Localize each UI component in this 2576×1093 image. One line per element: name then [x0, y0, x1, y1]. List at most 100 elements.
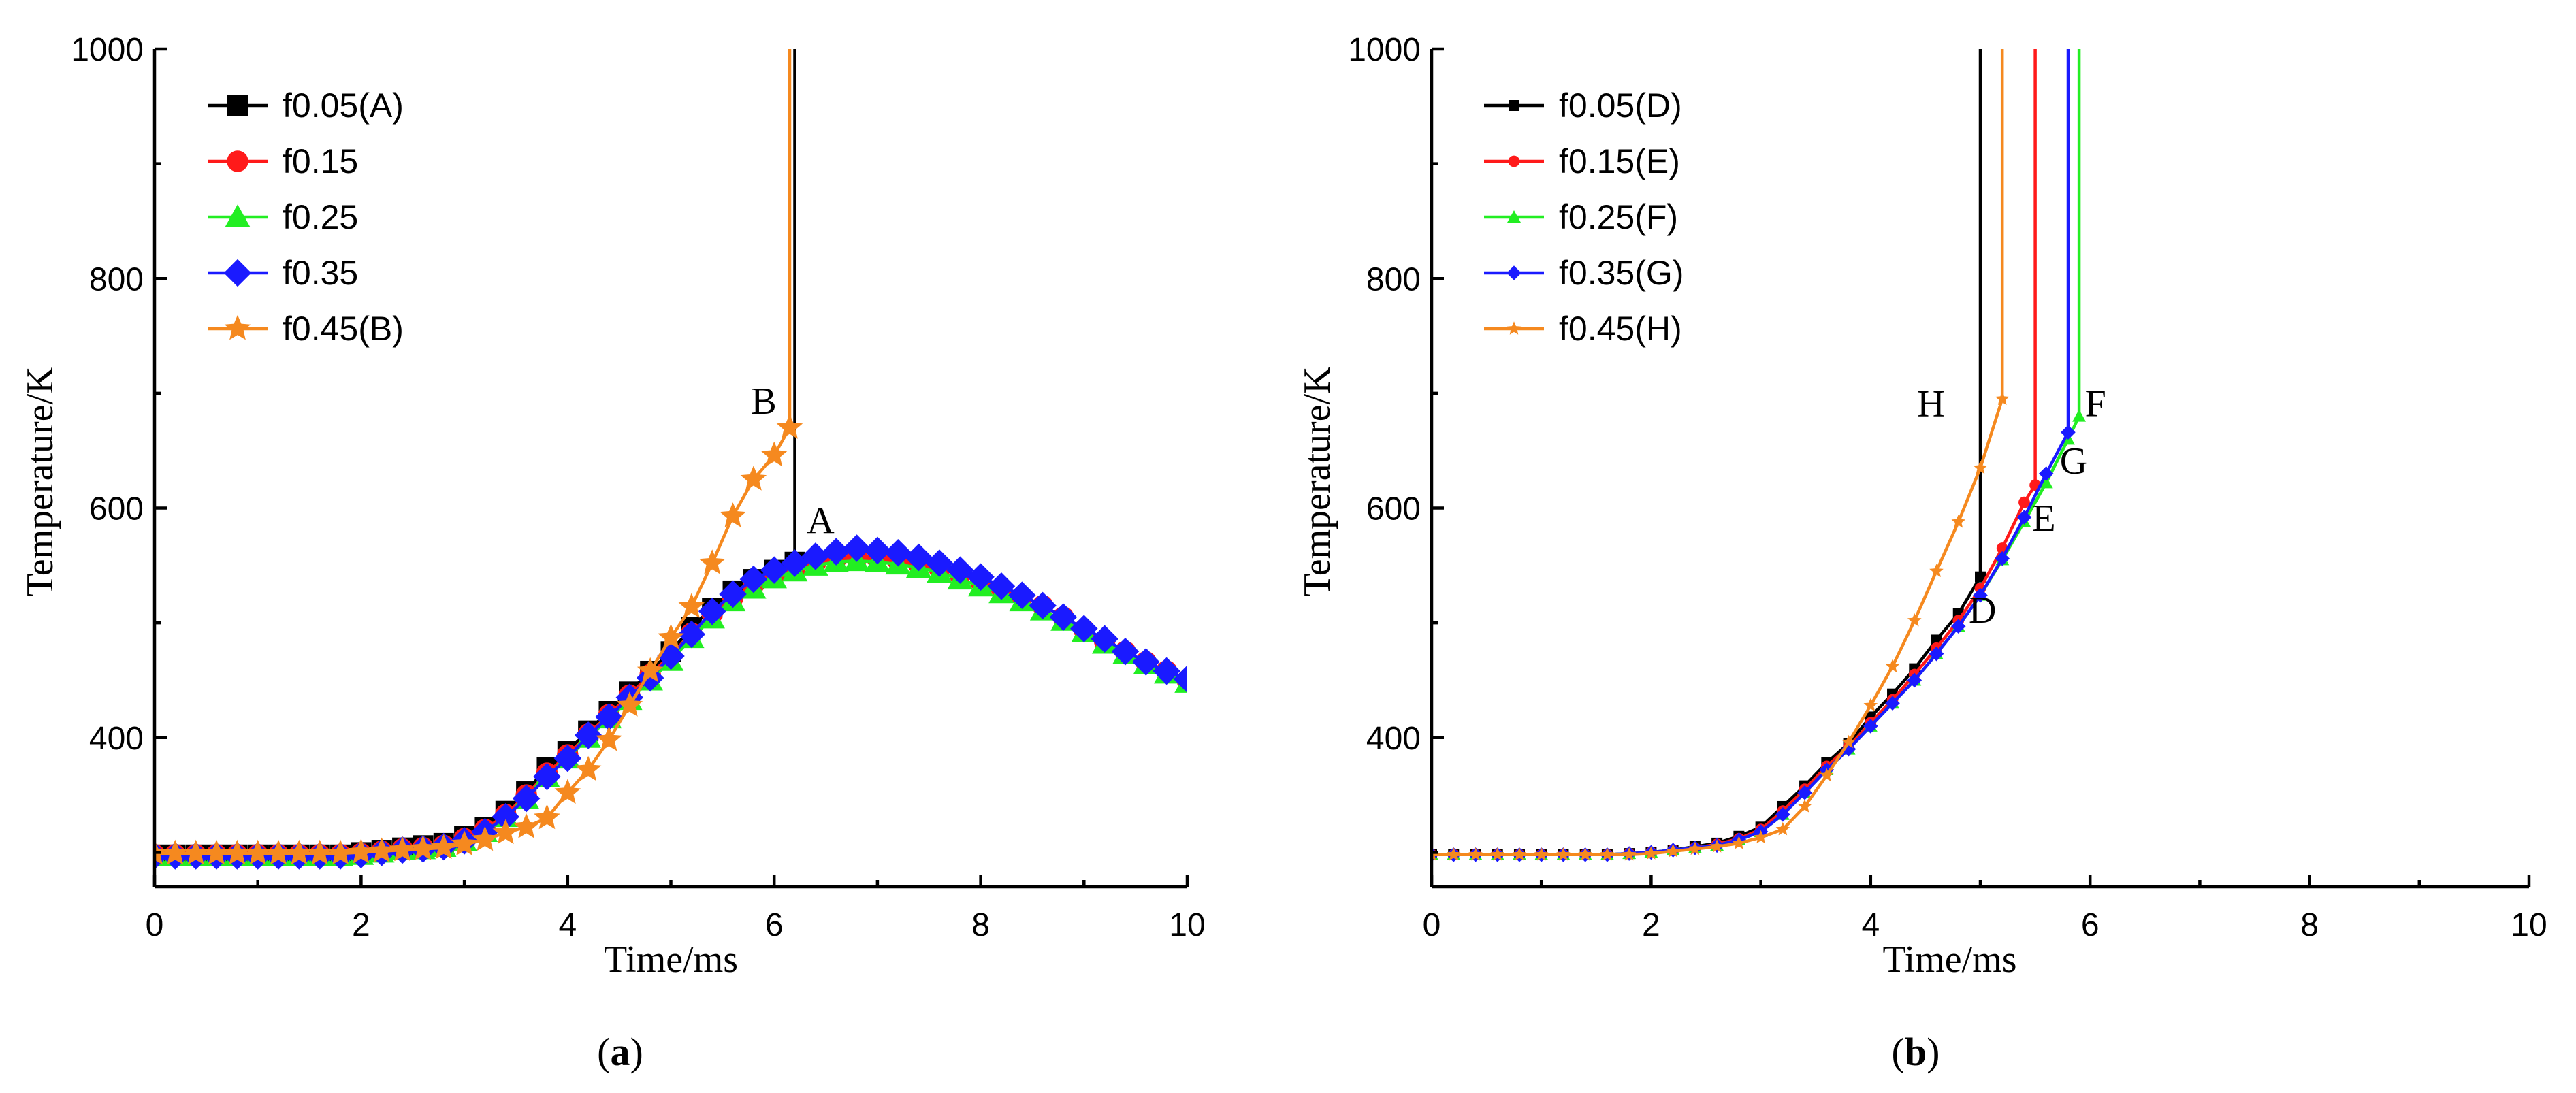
data-point [1029, 591, 1057, 620]
data-point [1091, 625, 1118, 653]
data-point [430, 834, 457, 859]
data-point [678, 593, 705, 618]
data-point [822, 538, 850, 566]
chart-panel-b: 0 2 4 6 8 10 400 600 800 1000 Time/ms Temperature/K… [1296, 32, 2547, 1074]
data-point [987, 572, 1016, 600]
data-point [327, 839, 354, 865]
legend-marker [1507, 265, 1522, 280]
annotation-label: H [1917, 383, 1944, 425]
chart-panel-a: 0 2 4 6 8 10 400 600 800 1000 Time/ms Temperature/K… [19, 32, 1206, 1074]
data-point [843, 534, 871, 562]
caption-letter: b [1905, 1030, 1927, 1074]
series-line [155, 49, 792, 855]
x-tick-label: 4 [1861, 907, 1880, 943]
data-point [512, 784, 541, 813]
legend-label: f0.35 [283, 254, 358, 292]
data-point [739, 565, 768, 593]
data-point [719, 580, 747, 608]
y-tick-label: 800 [89, 261, 144, 297]
y-tick-label: 600 [1366, 491, 1421, 527]
data-point [1008, 581, 1036, 609]
data-point [1754, 830, 1768, 844]
data-point [1929, 564, 1944, 577]
legend-label: f0.45(H) [1559, 310, 1682, 348]
data-point [1973, 587, 1988, 603]
legend-marker [227, 150, 248, 172]
data-point [1666, 843, 1680, 858]
data-point [698, 598, 726, 625]
x-axis-label: Time/ms [1882, 939, 2016, 981]
caption-letter: a [611, 1030, 630, 1074]
data-point [1049, 603, 1078, 631]
annotation-label: B [751, 380, 776, 423]
data-point [1490, 847, 1504, 861]
data-point [1863, 698, 1878, 712]
data-point [1600, 847, 1615, 861]
data-point [1512, 847, 1527, 861]
annotation-label: D [1969, 589, 1996, 632]
series-line [1432, 49, 2070, 857]
x-tick-label: 4 [558, 907, 577, 943]
y-axis-label: Temperature/K [19, 366, 61, 596]
data-point [472, 826, 498, 851]
series-line [1432, 49, 1982, 857]
legend-label: f0.05(A) [283, 86, 404, 125]
legend-label: f0.25(F) [1559, 198, 1678, 236]
y-tick-label: 1000 [71, 32, 144, 68]
data-point [451, 830, 478, 855]
legend-label: f0.25 [283, 198, 358, 236]
data-point [306, 839, 333, 865]
data-point [863, 536, 892, 565]
x-tick-label: 0 [1423, 907, 1441, 943]
data-point [1644, 846, 1658, 860]
data-point [574, 721, 602, 749]
y-tick-label: 400 [1366, 721, 1421, 757]
data-point [224, 839, 251, 865]
legend-label: f0.15 [283, 142, 358, 180]
data-point [1709, 839, 1724, 853]
data-point [1732, 836, 1746, 849]
x-tick-label: 8 [971, 907, 990, 943]
data-point [760, 441, 788, 467]
y-axis-label: Temperature/K [1296, 366, 1338, 596]
x-tick-label: 2 [1642, 907, 1660, 943]
data-point [1688, 841, 1703, 855]
data-point [1556, 847, 1571, 861]
data-point [368, 837, 395, 863]
data-point [967, 563, 995, 591]
data-point [1578, 847, 1592, 861]
legend-label: f0.05(D) [1559, 86, 1682, 125]
legend-marker [223, 259, 252, 287]
data-point [554, 779, 581, 804]
data-point [1975, 571, 1986, 583]
x-tick-label: 0 [146, 907, 164, 943]
legend-marker [225, 204, 251, 227]
figure-caption: (a) [597, 1030, 643, 1074]
data-point [286, 839, 312, 865]
data-point [1907, 672, 1922, 688]
x-tick-label: 8 [2300, 907, 2319, 943]
data-point [658, 623, 684, 649]
legend-marker [1508, 155, 1520, 167]
data-point [492, 802, 520, 831]
data-point [1797, 799, 1812, 813]
data-point [2061, 425, 2076, 440]
data-point [410, 835, 436, 860]
data-point [1885, 696, 1900, 711]
data-point [1447, 847, 1461, 861]
data-point [2018, 496, 2030, 508]
series-line [1432, 49, 2004, 857]
series-line [1432, 49, 2081, 857]
x-tick-label: 10 [1169, 907, 1205, 943]
data-point [884, 539, 912, 567]
y-tick-label: 400 [89, 721, 144, 757]
data-point [265, 839, 292, 865]
legend-label: f0.35(G) [1559, 254, 1684, 292]
data-point [1153, 657, 1180, 685]
x-axis-label: Time/ms [604, 939, 738, 981]
data-point [1907, 613, 1922, 627]
data-point [1173, 665, 1187, 694]
data-point [1951, 515, 1965, 528]
x-tick-label: 10 [2511, 907, 2547, 943]
